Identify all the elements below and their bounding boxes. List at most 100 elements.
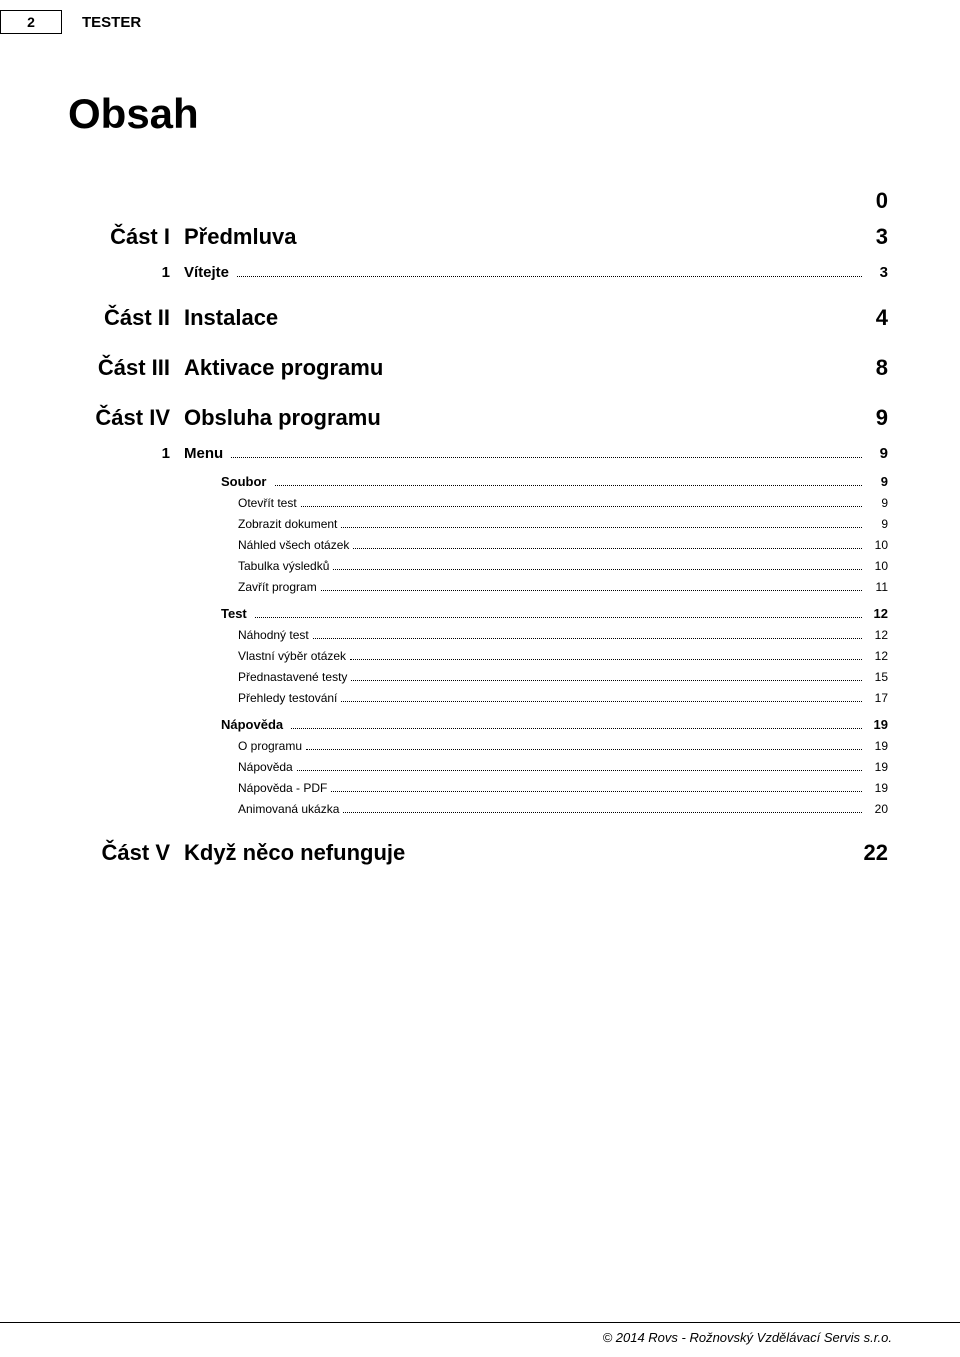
section-row: 1 Menu 9 bbox=[78, 445, 888, 462]
part-label: Část II bbox=[78, 305, 170, 331]
sub2-row: Zavřít program 11 bbox=[78, 580, 888, 594]
part-title: Když něco nefunguje bbox=[184, 840, 858, 866]
dots bbox=[291, 728, 862, 729]
part-row: Část IV Obsluha programu 9 bbox=[78, 405, 888, 431]
dots bbox=[275, 485, 863, 486]
sub2-title: Náhodný test bbox=[238, 628, 309, 642]
sub2-row: Nápověda - PDF 19 bbox=[78, 781, 888, 795]
sub2-row: Otevřít test 9 bbox=[78, 496, 888, 510]
dots bbox=[231, 457, 862, 458]
sub2-row: Vlastní výběr otázek 12 bbox=[78, 649, 888, 663]
dots bbox=[341, 701, 862, 702]
sub2-row: Animovaná ukázka 20 bbox=[78, 802, 888, 816]
doc-title: TESTER bbox=[82, 14, 141, 31]
sub1-page: 9 bbox=[866, 474, 888, 489]
part-page: 4 bbox=[858, 305, 888, 331]
sub2-row: Nápověda19 bbox=[78, 760, 888, 774]
dots bbox=[353, 548, 862, 549]
sub2-title: Nápověda bbox=[238, 760, 293, 774]
part-page: 9 bbox=[858, 405, 888, 431]
toc-body: Část I Předmluva 3 1 Vítejte 3 Část II I… bbox=[78, 188, 888, 866]
part-label: Část III bbox=[78, 355, 170, 381]
sub2-page: 10 bbox=[866, 538, 888, 552]
sub2-title: Tabulka výsledků bbox=[238, 559, 329, 573]
sub2-title: Vlastní výběr otázek bbox=[238, 649, 346, 663]
part-page: 3 bbox=[858, 224, 888, 250]
sub2-row: Náhled všech otázek 10 bbox=[78, 538, 888, 552]
header-bar: 2 TESTER bbox=[0, 10, 960, 40]
sub2-page: 11 bbox=[866, 580, 888, 594]
sub1-title: Nápověda bbox=[221, 717, 283, 732]
sub1-row: Test 12 bbox=[78, 606, 888, 621]
sub2-page: 10 bbox=[866, 559, 888, 573]
dots bbox=[301, 506, 862, 507]
sub2-page: 9 bbox=[866, 517, 888, 531]
sub2-title: O programu bbox=[238, 739, 302, 753]
sub2-page: 12 bbox=[866, 628, 888, 642]
sub2-title: Zavřít program bbox=[238, 580, 317, 594]
sub1-row: Nápověda 19 bbox=[78, 717, 888, 732]
dots bbox=[255, 617, 862, 618]
sub2-page: 20 bbox=[866, 802, 888, 816]
sub2-title: Nápověda - PDF bbox=[238, 781, 327, 795]
part-row: Část V Když něco nefunguje 22 bbox=[78, 840, 888, 866]
dots bbox=[343, 812, 862, 813]
sub2-page: 17 bbox=[866, 691, 888, 705]
part-label: Část I bbox=[78, 224, 170, 250]
sub2-title: Přednastavené testy bbox=[238, 670, 347, 684]
part-title: Aktivace programu bbox=[184, 355, 858, 381]
section-page: 9 bbox=[866, 445, 888, 462]
footer-text: © 2014 Rovs - Rožnovský Vzdělávací Servi… bbox=[603, 1330, 892, 1345]
sub2-row: Přednastavené testy 15 bbox=[78, 670, 888, 684]
sub2-row: Zobrazit dokument 9 bbox=[78, 517, 888, 531]
sub2-row: O programu 19 bbox=[78, 739, 888, 753]
sub2-title: Zobrazit dokument bbox=[238, 517, 337, 531]
dots bbox=[321, 590, 862, 591]
sub2-page: 19 bbox=[866, 739, 888, 753]
section-num: 1 bbox=[78, 264, 170, 281]
sub1-page: 19 bbox=[866, 717, 888, 732]
part-title: Obsluha programu bbox=[184, 405, 858, 431]
toc-heading: Obsah bbox=[68, 90, 199, 138]
sub2-page: 15 bbox=[866, 670, 888, 684]
dots bbox=[306, 749, 862, 750]
section-row: 1 Vítejte 3 bbox=[78, 264, 888, 281]
sub2-page: 9 bbox=[866, 496, 888, 510]
sub2-row: Tabulka výsledků 10 bbox=[78, 559, 888, 573]
dots bbox=[341, 527, 862, 528]
dots bbox=[333, 569, 862, 570]
page-number-box: 2 bbox=[0, 10, 62, 34]
part-page: 8 bbox=[858, 355, 888, 381]
sub1-row: Soubor 9 bbox=[78, 474, 888, 489]
section-title: Menu bbox=[184, 445, 223, 462]
part-page: 22 bbox=[858, 840, 888, 866]
sub1-page: 12 bbox=[866, 606, 888, 621]
sub2-title: Otevřít test bbox=[238, 496, 297, 510]
dots bbox=[297, 770, 862, 771]
sub2-row: Přehledy testování 17 bbox=[78, 691, 888, 705]
sub1-title: Test bbox=[221, 606, 247, 621]
dots bbox=[237, 276, 862, 277]
part-title: Instalace bbox=[184, 305, 858, 331]
part-label: Část IV bbox=[78, 405, 170, 431]
sub1-title: Soubor bbox=[221, 474, 267, 489]
section-title: Vítejte bbox=[184, 264, 229, 281]
sub2-title: Přehledy testování bbox=[238, 691, 337, 705]
sub2-title: Náhled všech otázek bbox=[238, 538, 349, 552]
part-row: Část III Aktivace programu 8 bbox=[78, 355, 888, 381]
section-num: 1 bbox=[78, 445, 170, 462]
sub2-page: 12 bbox=[866, 649, 888, 663]
part-title: Předmluva bbox=[184, 224, 858, 250]
part-row: Část II Instalace 4 bbox=[78, 305, 888, 331]
dots bbox=[313, 638, 862, 639]
section-page: 3 bbox=[866, 264, 888, 281]
dots bbox=[351, 680, 862, 681]
sub2-title: Animovaná ukázka bbox=[238, 802, 339, 816]
page-number: 2 bbox=[27, 14, 35, 30]
sub2-page: 19 bbox=[866, 781, 888, 795]
footer-divider bbox=[0, 1322, 960, 1323]
dots bbox=[350, 659, 862, 660]
part-row: Část I Předmluva 3 bbox=[78, 224, 888, 250]
dots bbox=[331, 791, 862, 792]
sub2-row: Náhodný test 12 bbox=[78, 628, 888, 642]
